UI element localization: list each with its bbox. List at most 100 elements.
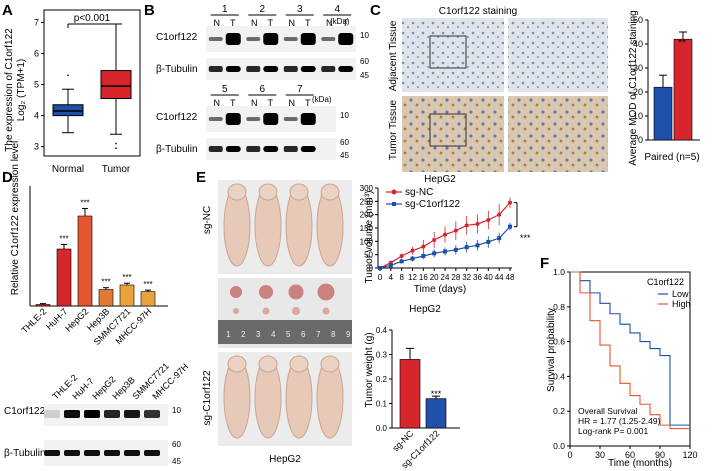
panel-e-vol-xtick-label: 32 (462, 273, 471, 282)
panel-e-vol-xtick-label: 40 (484, 273, 493, 282)
panel-b-lane-number: 6 (259, 84, 265, 95)
panel-c-ytick-label: 20 (633, 87, 643, 97)
panel-b-band-t (338, 33, 354, 45)
panel-b-lane-n: N (214, 18, 221, 28)
panel-d-sig: *** (143, 280, 152, 289)
panel-e-vol-title: HepG2 (424, 174, 456, 185)
panel-c-ihc: C1orf122 staining Adjacent Tissue Tumor … (388, 6, 700, 172)
panel-d-blot-c1orf122-bands (44, 410, 160, 418)
legend-label-sgnc: sg-NC (405, 187, 433, 198)
panel-e-vol-ytick-label: 150 (360, 224, 374, 233)
panel-e-vol-ytick-label: 200 (360, 211, 374, 220)
panel-a-xlabel: Tumor (102, 164, 131, 175)
panel-f-legend-title: C1orf122 (647, 277, 684, 287)
panel-e-vol-series (378, 197, 518, 270)
panel-d-blot-band (44, 410, 60, 418)
panel-e-mice-top (223, 183, 344, 267)
panel-b-marker-10-top: 10 (360, 31, 369, 40)
panel-e-vol-ytick-label: 0 (369, 264, 374, 273)
panel-e-vol-xtick-label: 16 (419, 273, 428, 282)
panel-e-vol-point (410, 248, 415, 253)
panel-d-blot-band-tubulin (64, 450, 80, 456)
panel-f-axes: 0.0 0.2 0.4 0.6 0.8 1.0 0 30 60 90 120 (553, 267, 697, 460)
panel-e-vol-point (486, 218, 491, 222)
panel-f-stat-2: HR = 1.77 (1.25-2.49) (578, 416, 661, 426)
panel-f-ytick-label: 1.0 (553, 267, 565, 277)
panel-b-lane-number: 3 (297, 4, 303, 15)
panel-b-bands-c1orf122-bottom (208, 113, 316, 125)
panel-f-stat-3: Log-rank P= 0.001 (578, 426, 648, 436)
panel-b-band-n (283, 146, 298, 152)
panel-a-outlier (115, 147, 117, 150)
panel-a-ylabel-2: Log₂ (TPM+1) (16, 59, 27, 122)
panel-e-mouse-head (320, 355, 340, 373)
panel-e-vol-xtick-label: 28 (451, 273, 460, 282)
panel-e-tumor-nc (317, 283, 335, 301)
panel-e-wt-ytick-label: 0.2 (376, 375, 388, 384)
panel-f-legend-high: High (672, 299, 691, 309)
panel-d-bar (35, 304, 51, 307)
panel-b-band-n (246, 146, 261, 152)
panel-b-bands-c1orf122-top (208, 33, 354, 45)
panel-e-ruler-number: 8 (331, 330, 336, 339)
panel-b-lane-n: N (251, 18, 258, 28)
panel-d-sig: *** (101, 278, 110, 287)
panel-a-boxes: Normal Tumor (52, 23, 132, 175)
legend-marker-sgnc (391, 189, 397, 195)
panel-e-ruler-number: 2 (241, 330, 246, 339)
panel-e-label-sgc1orf122: sg-C1orf122 (202, 370, 213, 425)
panel-e-vol-point (497, 236, 502, 241)
panel-e-tumor-nc (230, 286, 242, 298)
panel-b-western: 1N T2N T3N T4N T (kDa) C1orf122 10 β-Tubulin… (156, 4, 369, 160)
panel-a-outlier (67, 74, 69, 77)
panel-d-blot-band (64, 410, 80, 418)
panel-e-vol-point (508, 224, 512, 229)
panel-c-adjacent-zoombox (429, 35, 467, 69)
panel-e-vol-point (464, 223, 469, 228)
panel-d-blot-band-tubulin (84, 450, 100, 456)
panel-b-label-c1orf122-bottom: C1orf122 (156, 112, 198, 123)
panel-e-vol-point (443, 249, 447, 254)
panel-b-lane-number: 5 (222, 84, 228, 95)
panel-e-vol-xtick-label: 44 (495, 273, 504, 282)
panel-d-marker-10: 10 (172, 406, 181, 415)
panel-c-ylabel: Average MOD of C1orf122 staining (628, 10, 639, 165)
panel-d-blot-band (144, 410, 160, 418)
panel-c-xlabel: Paired (n=5) (644, 152, 699, 163)
legend-label-sgc1orf122: sg-C1orf122 (405, 199, 460, 210)
panel-b-lane-number: 1 (222, 4, 228, 15)
panel-f-series (570, 271, 690, 430)
panel-e-ruler (218, 320, 352, 344)
panel-b-band-t (300, 113, 316, 125)
panel-b-band-t (263, 66, 279, 72)
panel-e-vol-point (378, 266, 382, 270)
panel-e-ruler-number: 4 (271, 330, 276, 339)
panel-b-band-t (263, 113, 279, 125)
panel-b-marker-10-bottom: 10 (340, 111, 349, 120)
panel-e-vol-ytick-label: 100 (360, 237, 374, 246)
panel-d-bar (77, 215, 93, 307)
panel-e-vol-xtick-label: 0 (378, 273, 383, 282)
panel-e-weight-chart: HepG2 Tumor weight (g) 0.0 0.1 0.2 0.3 0.4 s… (364, 304, 460, 470)
panel-e-vol-point (475, 243, 480, 248)
panel-e-vol-xtick-label: 24 (441, 273, 450, 282)
panel-e-vol-point (399, 259, 404, 264)
panel-e-vol-point (497, 212, 502, 217)
panel-d-blot-band-tubulin (104, 450, 120, 456)
panel-d-blot-band-tubulin (144, 450, 160, 456)
panel-d-sig: *** (80, 199, 89, 208)
panel-d-blot-tubulin-bands (44, 450, 160, 456)
panel-b-lane-t: T (268, 98, 274, 108)
panel-e-tumor-kd (292, 307, 300, 315)
panel-d-sig: *** (122, 273, 131, 282)
panel-b-band-t (338, 66, 354, 72)
panel-b-band-n (321, 37, 336, 41)
panel-b-band-n (283, 66, 298, 72)
panel-e-mouse-head (289, 355, 309, 373)
panel-e-vol-xtick-label: 8 (399, 273, 404, 282)
panel-e-label-sgnc: sg-NC (202, 206, 213, 234)
panel-f-xtick-label: 90 (655, 450, 665, 460)
panel-f-ytick-label: 0.8 (553, 302, 565, 312)
panel-e-mouse-head (227, 355, 247, 373)
